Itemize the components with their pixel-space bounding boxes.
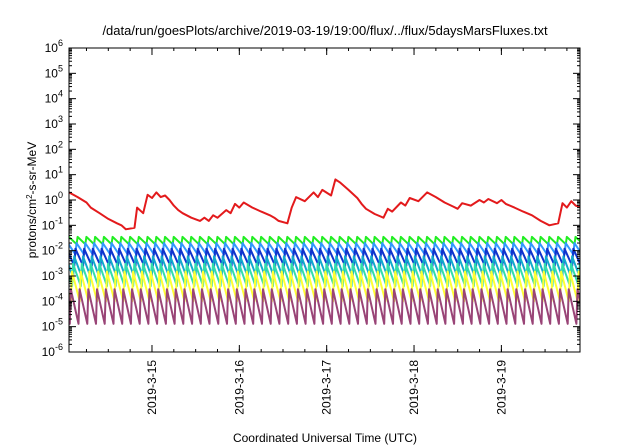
y-tick-label: 10-3 [42,266,63,283]
y-tick-label: 10-2 [42,241,63,258]
y-tick-label: 103 [45,114,63,131]
y-axis-label-suffix: -s-sr-MeV [25,142,39,195]
y-tick-label: 10-4 [42,291,63,308]
y-tick-label: 105 [45,63,63,80]
y-tick-label: 104 [45,89,63,106]
x-tick-label: 2019-3-16 [232,360,246,415]
series-line-8 [69,288,580,325]
plot-axes: 10-6 10-5 10-4 10-3 10-2 10-1 100 101 102 103 104 1… [42,38,581,415]
y-tick-label: 100 [45,190,63,207]
series-line-1 [69,178,580,231]
y-tick-label: 10-1 [42,215,63,232]
svg-text:protons/cm2-s-sr-MeV: protons/cm2-s-sr-MeV [25,142,40,258]
y-tick-label: 106 [45,38,63,55]
x-tick-label: 2019-3-17 [320,360,334,415]
plot-series [69,178,580,325]
y-axis-label-sup: 2 [25,194,34,199]
chart-title: /data/run/goesPlots/archive/2019-03-19/1… [102,23,548,38]
y-axis-label-prefix: protons/cm [25,199,39,258]
y-tick-label: 10-5 [42,317,63,334]
x-axis-label: Coordinated Universal Time (UTC) [233,431,417,445]
y-tick-label: 101 [45,165,63,182]
x-tick-label: 2019-3-15 [145,360,159,415]
x-tick-label: 2019-3-19 [494,360,508,415]
y-axis-label: protons/cm2-s-sr-MeV [25,142,40,258]
y-tick-label: 102 [45,139,63,156]
x-tick-label: 2019-3-18 [407,360,421,415]
y-tick-label: 10-6 [42,342,63,359]
